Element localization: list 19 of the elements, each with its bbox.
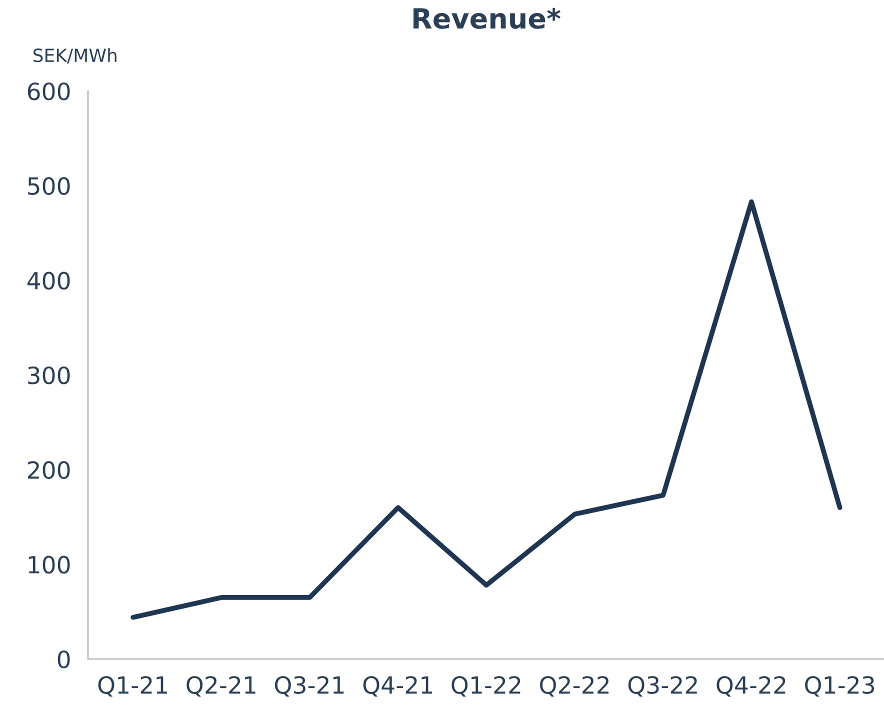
x-tick-label: Q1-21 [98, 676, 167, 697]
y-tick-label: 0 [58, 650, 70, 668]
x-tick-label: Q3-21 [274, 676, 344, 697]
y-tick-label: 500 [28, 177, 70, 195]
x-tick-label: Q1-22 [452, 676, 520, 697]
y-tick-label: 100 [28, 556, 70, 574]
y-tick-label: 600 [28, 82, 70, 100]
x-tick-label: Q3-22 [628, 676, 697, 697]
y-tick-label: 300 [28, 366, 70, 384]
y-axis-title: SEK/MWh [33, 48, 116, 64]
x-tick-label: Q4-21 [363, 676, 432, 697]
y-tick-label: 400 [27, 272, 70, 290]
x-tick-label: Q4-22 [716, 676, 786, 697]
x-tick-label: Q2-22 [540, 676, 609, 697]
y-tick-label: 200 [28, 461, 70, 479]
chart-title: Revenue* [414, 8, 560, 29]
x-tick-label: Q1-23 [805, 676, 874, 697]
x-tick-label: Q2-21 [186, 676, 256, 697]
line-series [130, 199, 842, 620]
